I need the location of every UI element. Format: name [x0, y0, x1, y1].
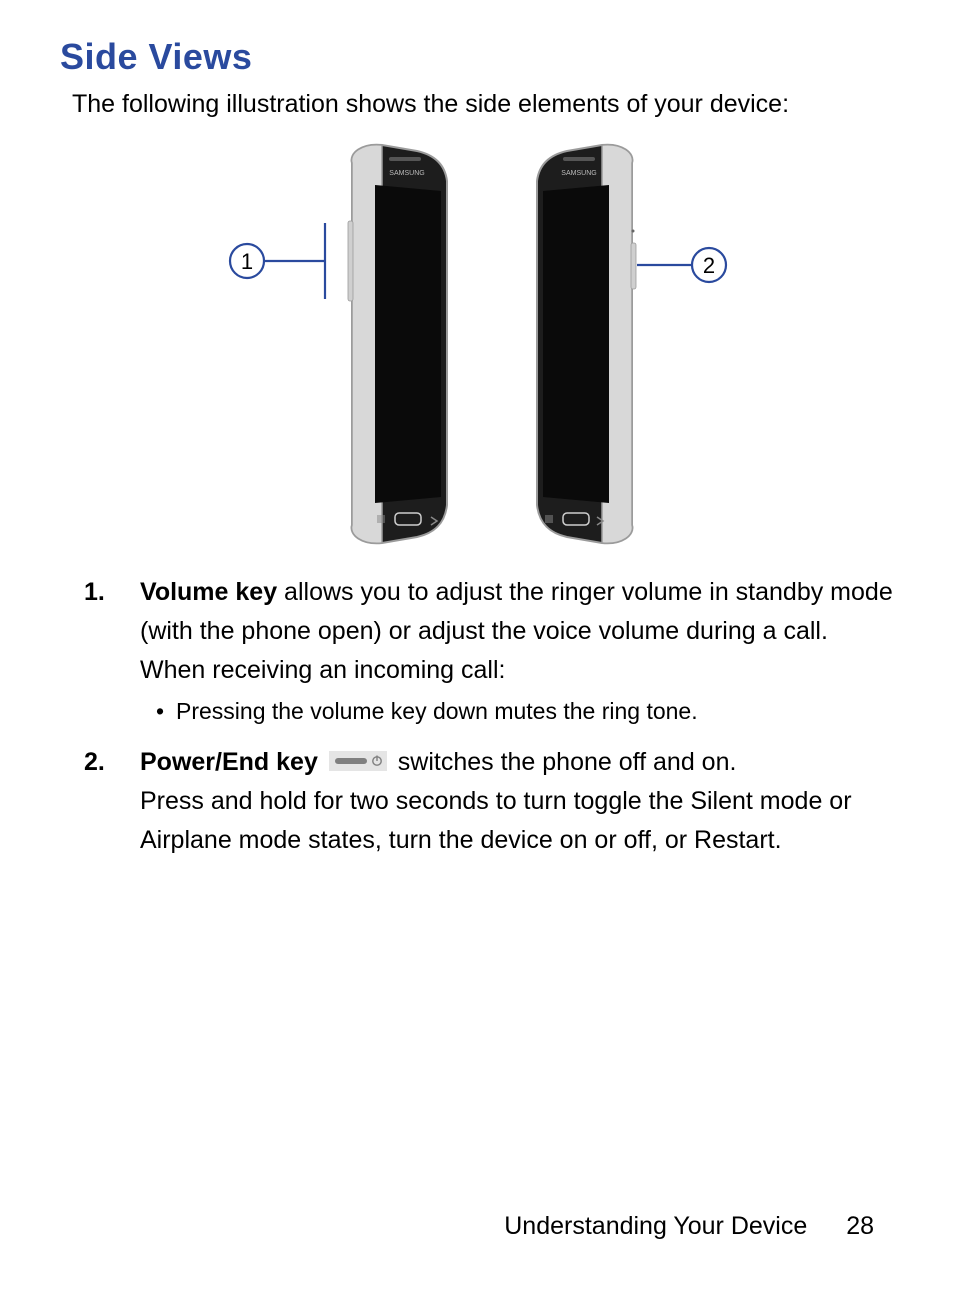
- power-key-term: Power/End key: [140, 748, 318, 776]
- document-page: Side Views The following illustration sh…: [0, 0, 954, 860]
- callout-2: 2: [637, 248, 726, 282]
- feature-number-2: 2.: [84, 743, 105, 782]
- feature-item-volume: 1. Volume key allows you to adjust the r…: [84, 573, 894, 729]
- footer-page-number: 28: [846, 1212, 874, 1240]
- brand-text-left: SAMSUNG: [389, 170, 424, 177]
- power-desc-1: switches the phone off and on.: [398, 748, 737, 776]
- callout-2-label: 2: [703, 253, 715, 278]
- volume-sublist: Pressing the volume key down mutes the r…: [140, 695, 894, 728]
- brand-text-right: SAMSUNG: [561, 170, 596, 177]
- volume-desc-2: When receiving an incoming call:: [140, 656, 505, 684]
- a-call-text: a call.: [763, 617, 828, 645]
- phone-right-side: SAMSUNG: [537, 145, 636, 544]
- callout-1: 1: [230, 223, 325, 299]
- section-heading: Side Views: [60, 36, 894, 78]
- power-desc-2: Press and hold for two seconds to turn t…: [140, 787, 852, 854]
- power-key-icon: [329, 744, 387, 783]
- phone-side-views-svg: SAMSUNG SAMSUNG: [127, 133, 827, 553]
- page-footer: Understanding Your Device 28: [504, 1212, 874, 1241]
- feature-item-power: 2. Power/End key switches the phone off …: [84, 743, 894, 860]
- volume-sub-item: Pressing the volume key down mutes the r…: [156, 695, 894, 728]
- feature-number-1: 1.: [84, 573, 105, 612]
- side-views-illustration: SAMSUNG SAMSUNG: [60, 133, 894, 553]
- phone-left-side: SAMSUNG: [348, 145, 447, 544]
- footer-section: Understanding Your Device: [504, 1212, 807, 1240]
- intro-text: The following illustration shows the sid…: [72, 90, 894, 119]
- callout-1-label: 1: [241, 249, 253, 274]
- volume-key-term: Volume key: [140, 578, 277, 606]
- feature-list: 1. Volume key allows you to adjust the r…: [60, 573, 894, 860]
